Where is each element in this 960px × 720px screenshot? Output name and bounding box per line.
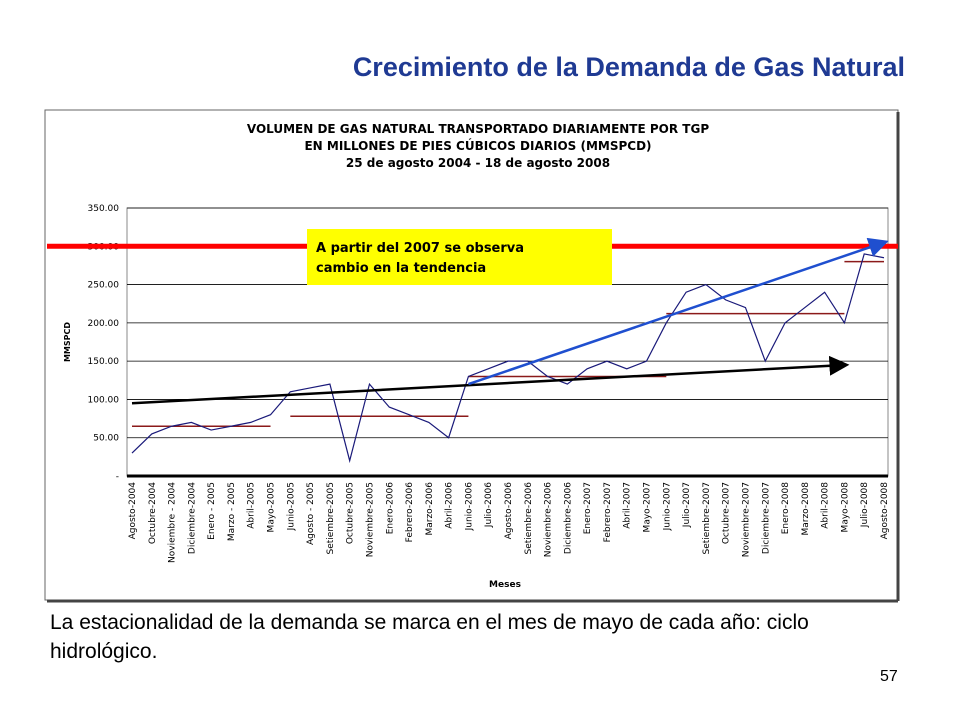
x-tick-label: Julio-2006 xyxy=(484,482,494,528)
x-tick-label: Diciembre-2004 xyxy=(187,482,197,554)
x-tick-label: Abril-2005 xyxy=(247,482,257,529)
annotation-text: cambio en la tendencia xyxy=(316,261,486,276)
x-tick-label: Setiembre-2007 xyxy=(702,482,712,555)
y-tick-label: 100.00 xyxy=(88,395,120,405)
y-tick-label: 250.00 xyxy=(88,281,120,291)
x-tick-label: Noviembre-2006 xyxy=(544,482,554,558)
data-line xyxy=(131,253,885,464)
annotation-box xyxy=(307,229,612,285)
chart-frame xyxy=(44,109,899,601)
x-tick-label: Octubre-2005 xyxy=(346,482,356,544)
x-tick-label: Mayo-2005 xyxy=(267,482,277,532)
x-tick-label: Junio-2006 xyxy=(464,482,474,532)
x-tick-label: Enero-2006 xyxy=(385,482,395,535)
x-axis-label: Meses xyxy=(489,580,521,590)
slide-title: Crecimiento de la Demanda de Gas Natural xyxy=(352,52,905,82)
x-tick-label: Abril-2008 xyxy=(821,482,831,529)
x-tick-label: Marzo - 2005 xyxy=(227,482,237,541)
x-tick-label: Enero-2007 xyxy=(583,482,593,534)
annotation-text: A partir del 2007 se observa xyxy=(316,241,524,256)
x-tick-label: Febrero-2007 xyxy=(603,482,613,542)
x-tick-label: Enero - 2005 xyxy=(207,482,217,540)
caption: La estacionalidad de la demanda se marca… xyxy=(50,611,809,663)
x-tick-label: Noviembre-2005 xyxy=(365,482,375,557)
y-tick-label: - xyxy=(116,472,119,482)
x-tick-label: Agosto-2006 xyxy=(504,482,514,540)
x-tick-label: Enero-2008 xyxy=(781,482,791,535)
x-tick-label: Noviembre - 2004 xyxy=(168,482,178,563)
page-number: 57 xyxy=(880,668,898,685)
trend-arrow xyxy=(468,237,889,386)
chart-title: VOLUMEN DE GAS NATURAL TRANSPORTADO DIAR… xyxy=(247,122,709,136)
x-tick-label: Diciembre-2007 xyxy=(761,482,771,554)
x-tick-label: Febrero-2006 xyxy=(405,482,415,543)
trend-arrow xyxy=(131,355,850,405)
x-tick-label: Agosto - 2005 xyxy=(306,482,316,545)
y-axis-label: MMSPCD xyxy=(63,322,72,362)
x-tick-label: Noviembre-2007 xyxy=(741,482,751,557)
x-tick-label: Julio-2007 xyxy=(682,482,692,528)
x-tick-label: Setiembre-2005 xyxy=(326,482,336,555)
y-tick-label: 50.00 xyxy=(93,434,119,444)
chart-title: EN MILLONES DE PIES CÚBICOS DIARIOS (MMS… xyxy=(304,138,651,153)
x-tick-label: Agosto-2008 xyxy=(880,482,890,540)
x-tick-label: Mayo-2008 xyxy=(840,482,850,533)
x-tick-label: Diciembre-2006 xyxy=(563,482,573,554)
x-tick-label: Abril-2006 xyxy=(445,482,455,529)
x-tick-label: Abril-2007 xyxy=(623,482,633,529)
x-tick-label: Junio-2007 xyxy=(662,482,672,531)
x-tick-label: Mayo-2007 xyxy=(643,482,653,532)
x-tick-label: Junio-2005 xyxy=(286,482,296,531)
y-tick-label: 350.00 xyxy=(88,204,120,214)
x-tick-label: Marzo-2006 xyxy=(425,482,435,536)
x-tick-label: Setiembre-2006 xyxy=(524,482,534,555)
y-tick-label: 150.00 xyxy=(88,357,120,367)
chart-title: 25 de agosto 2004 - 18 de agosto 2008 xyxy=(346,156,610,170)
y-tick-label: 200.00 xyxy=(88,319,120,329)
x-tick-label: Julio-2008 xyxy=(860,482,870,528)
x-tick-label: Octubre-2007 xyxy=(722,482,732,544)
x-tick-label: Marzo-2008 xyxy=(801,482,811,536)
x-tick-label: Agosto-2004 xyxy=(128,482,138,540)
x-tick-label: Octubre-2004 xyxy=(148,482,158,544)
